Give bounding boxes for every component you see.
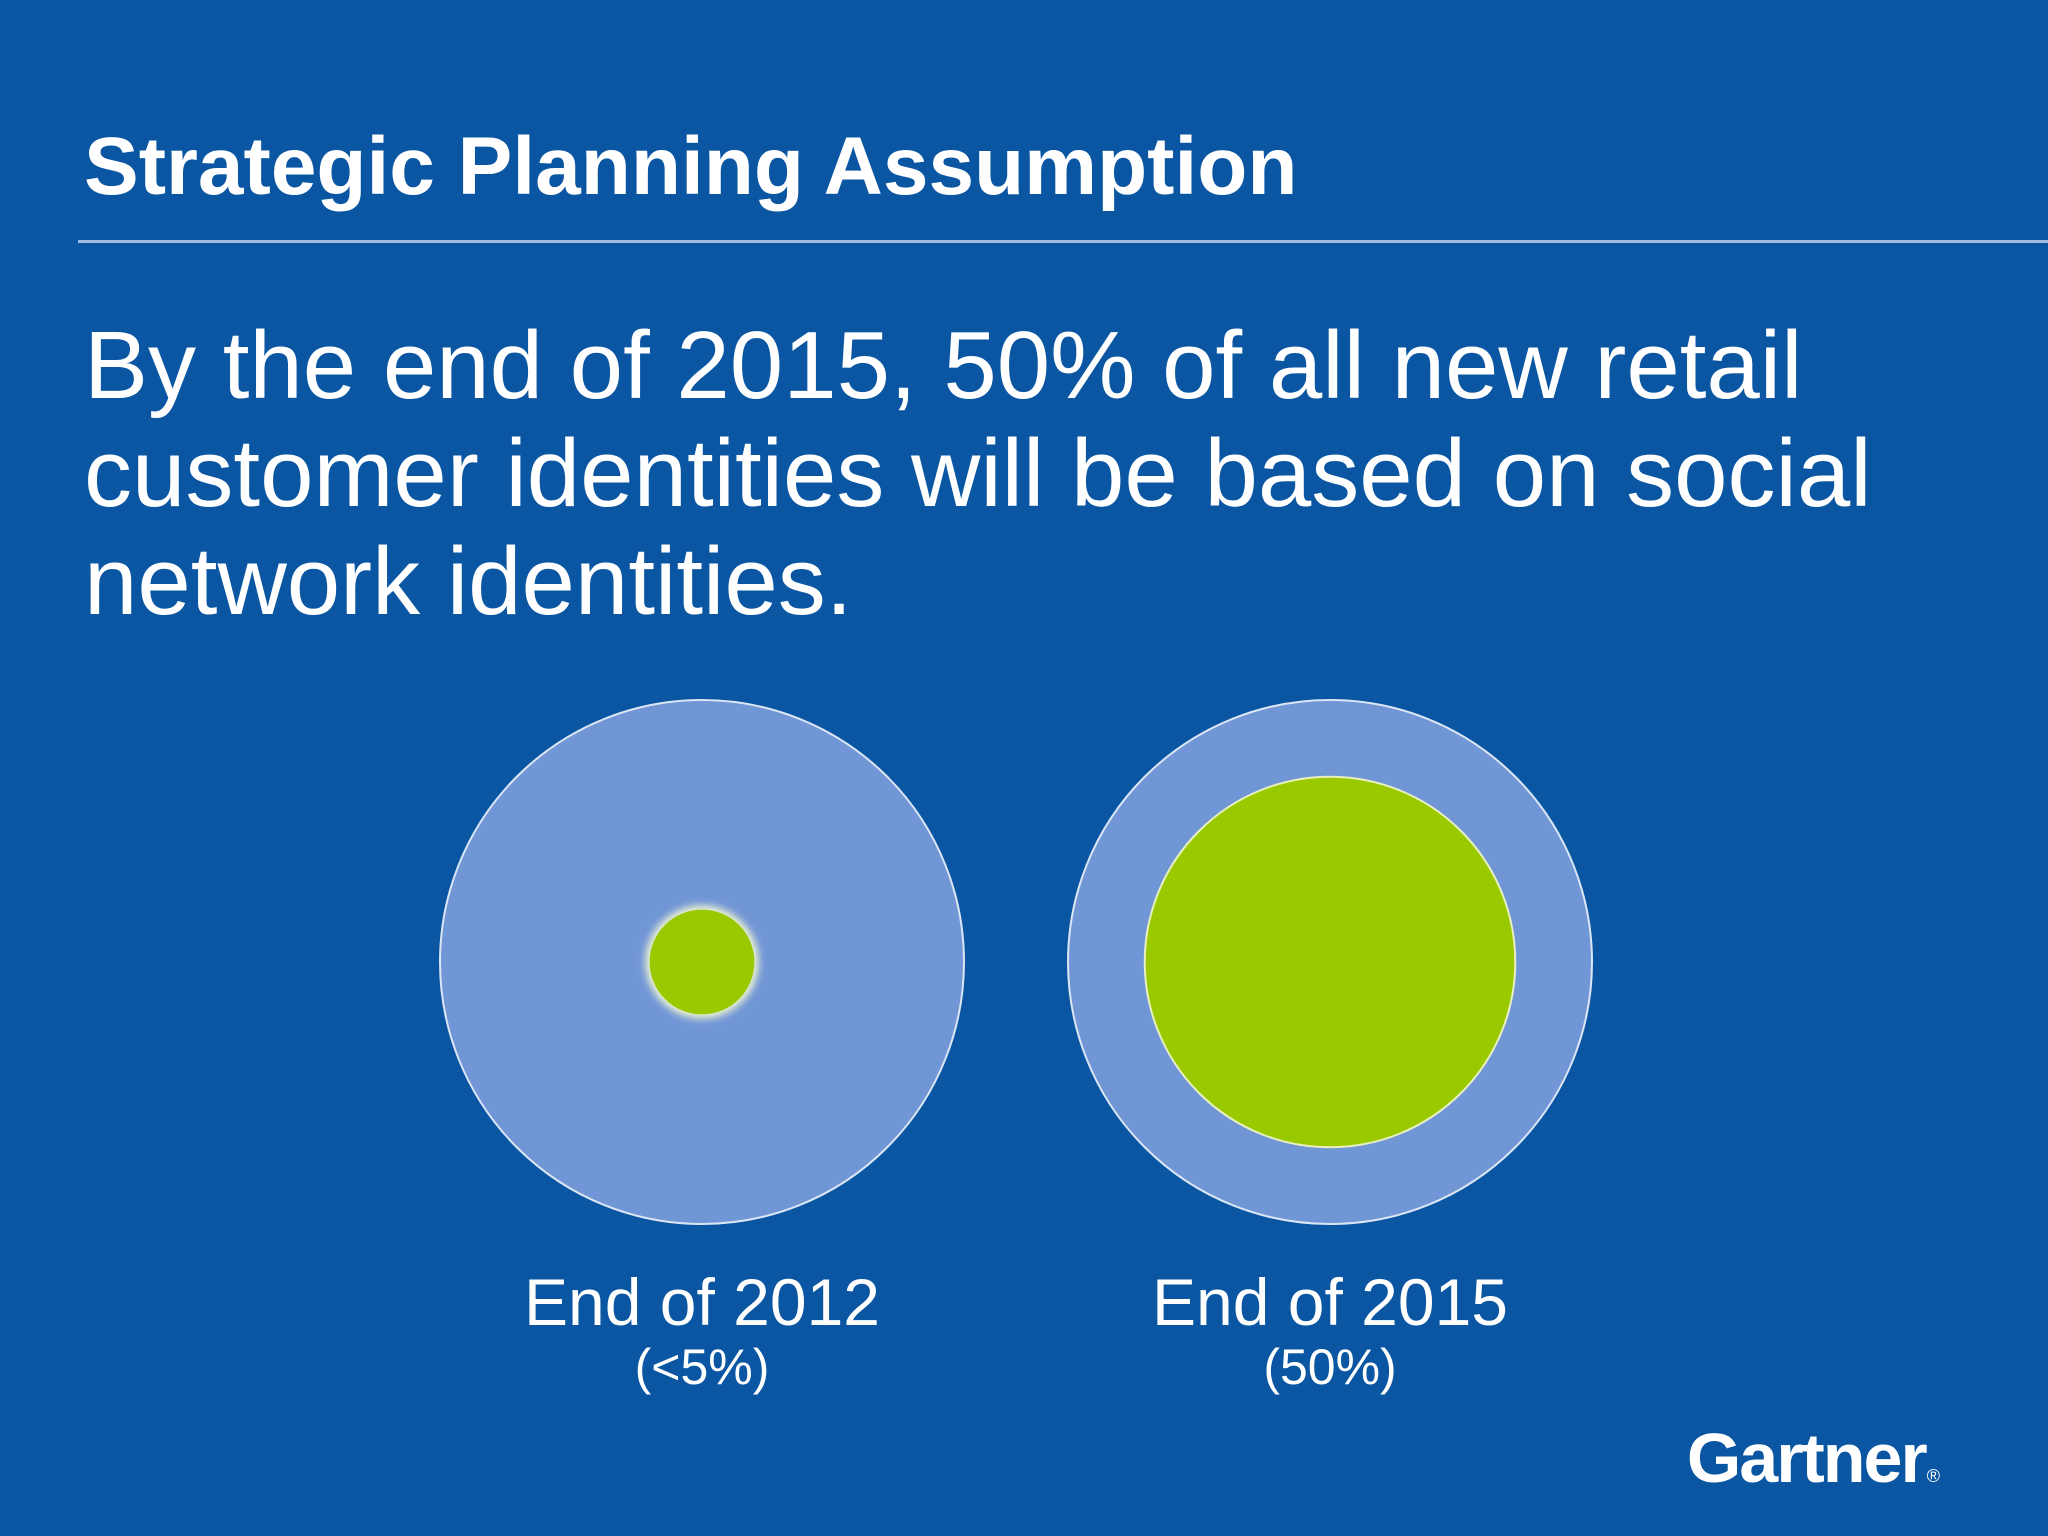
inner-circle-end-of-2012 xyxy=(649,909,755,1015)
assumption-statement: By the end of 2015, 50% of all new retai… xyxy=(84,312,1872,635)
caption-2015: End of 2015 (50%) xyxy=(1070,1265,1590,1395)
value-label-2015: (50%) xyxy=(1263,1339,1397,1395)
value-label-2012: (<5%) xyxy=(634,1339,770,1395)
inner-circle-end-of-2015 xyxy=(1143,775,1517,1149)
category-label-2015: End of 2015 xyxy=(1152,1265,1508,1339)
registered-mark: ® xyxy=(1926,1466,1940,1486)
logo-text: Gartner xyxy=(1686,1419,1928,1497)
title-divider xyxy=(78,240,2048,243)
slide-title: Strategic Planning Assumption xyxy=(84,121,1298,212)
category-label-2012: End of 2012 xyxy=(524,1265,880,1339)
caption-2012: End of 2012 (<5%) xyxy=(442,1265,962,1395)
gartner-logo: Gartner® xyxy=(1686,1418,1940,1498)
